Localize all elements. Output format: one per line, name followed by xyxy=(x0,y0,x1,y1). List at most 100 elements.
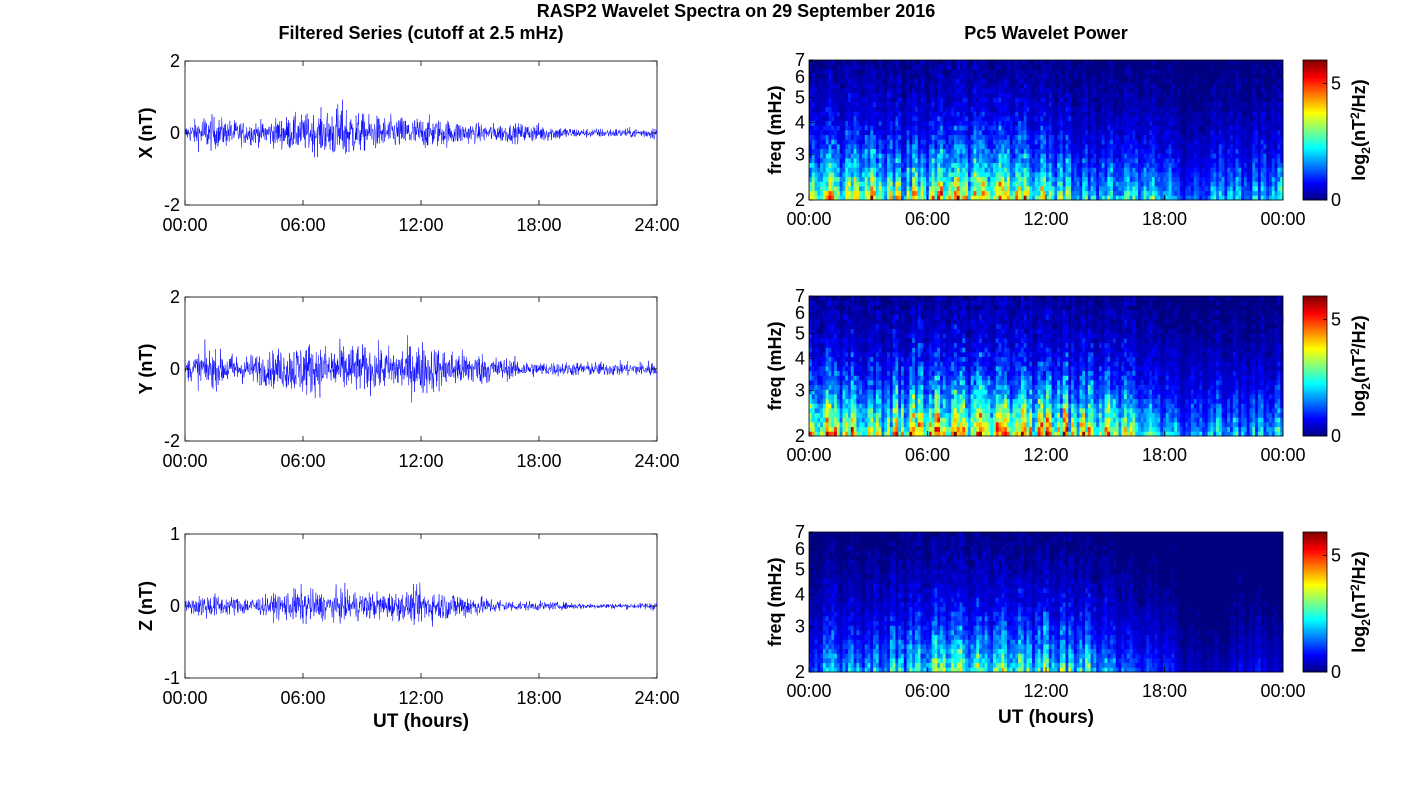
heatmap-cell xyxy=(1046,130,1050,136)
heatmap-cell xyxy=(953,97,958,103)
heatmap-cell xyxy=(920,186,924,192)
heatmap-cell xyxy=(1188,190,1192,196)
heatmap-cell xyxy=(848,361,852,367)
heatmap-cell xyxy=(1235,69,1239,75)
heatmap-cell xyxy=(850,120,855,126)
heatmap-cell xyxy=(1185,88,1189,94)
heatmap-cell xyxy=(1048,64,1052,70)
heatmap-cell xyxy=(884,158,888,164)
heatmap-cell xyxy=(817,347,821,353)
heatmap-cell xyxy=(948,130,952,136)
heatmap-cell xyxy=(931,78,935,84)
heatmap-cell xyxy=(881,134,885,140)
heatmap-cell xyxy=(1269,181,1273,187)
heatmap-cell xyxy=(1241,190,1245,196)
heatmap-cell xyxy=(1048,134,1052,140)
y-axis-label: Z (nT) xyxy=(136,581,156,631)
heatmap-cell xyxy=(923,139,927,145)
heatmap-cell xyxy=(1098,88,1103,94)
heatmap-cell xyxy=(820,375,824,381)
heatmap-cell xyxy=(1243,186,1248,192)
heatmap-cell xyxy=(1020,120,1025,126)
heatmap-cell xyxy=(1062,111,1066,117)
heatmap-cell xyxy=(831,366,835,372)
heatmap-cell xyxy=(1118,148,1122,154)
heatmap-cell xyxy=(1029,106,1033,112)
heatmap-cell xyxy=(892,78,896,84)
heatmap-cell xyxy=(1138,190,1142,196)
heatmap-cell xyxy=(1249,134,1253,140)
heatmap-cell xyxy=(920,111,924,117)
heatmap-cell xyxy=(962,139,966,145)
heatmap-cell xyxy=(984,60,988,66)
heatmap-cell xyxy=(1243,195,1248,201)
heatmap-cell xyxy=(942,92,947,98)
heatmap-cell xyxy=(942,134,947,140)
heatmap-cell xyxy=(1096,162,1100,168)
heatmap-cell xyxy=(912,92,916,98)
heatmap-cell xyxy=(889,167,894,173)
heatmap-cell xyxy=(951,148,955,154)
heatmap-cell xyxy=(1015,172,1019,178)
heatmap-cell xyxy=(831,111,835,117)
heatmap-cell xyxy=(951,130,955,136)
heatmap-cell xyxy=(1154,144,1158,150)
heatmap-cell xyxy=(1057,97,1061,103)
heatmap-cell xyxy=(1238,139,1242,145)
heatmap-cell xyxy=(909,69,913,75)
heatmap-cell xyxy=(845,398,849,404)
right-x-axis-label: UT (hours) xyxy=(998,707,1094,728)
heatmap-cell xyxy=(856,158,860,164)
heatmap-cell xyxy=(1107,162,1111,168)
heatmap-cell xyxy=(839,158,843,164)
heatmap-cell xyxy=(1249,186,1253,192)
heatmap-cell xyxy=(948,190,952,196)
heatmap-cell xyxy=(1221,186,1225,192)
heatmap-cell xyxy=(1269,92,1273,98)
heatmap-cell xyxy=(906,130,910,136)
heatmap-cell xyxy=(1015,92,1019,98)
heatmap-cell xyxy=(1054,176,1058,182)
heatmap-cell xyxy=(817,111,821,117)
heatmap-cell xyxy=(836,162,841,168)
heatmap-cell xyxy=(965,167,969,173)
heatmap-cell xyxy=(1096,125,1100,131)
heatmap-cell xyxy=(873,116,877,122)
heatmap-cell xyxy=(1090,130,1094,136)
heatmap-cell xyxy=(917,64,921,70)
heatmap-cell xyxy=(1098,139,1103,145)
heatmap-cell xyxy=(870,125,874,131)
heatmap-cell xyxy=(1213,181,1217,187)
heatmap-cell xyxy=(884,190,888,196)
heatmap-cell xyxy=(1090,102,1094,108)
heatmap-cell xyxy=(931,97,935,103)
heatmap-cell xyxy=(1085,167,1089,173)
colorbar-segment xyxy=(1303,195,1327,199)
heatmap-cell xyxy=(1012,158,1016,164)
heatmap-cell xyxy=(887,148,891,154)
heatmap-cell xyxy=(1135,158,1139,164)
heatmap-cell xyxy=(1001,64,1005,70)
heatmap-cell xyxy=(1174,111,1178,117)
heatmap-cell xyxy=(1071,120,1075,126)
heatmap-cell xyxy=(1118,120,1122,126)
heatmap-cell xyxy=(1255,78,1259,84)
heatmap-cell xyxy=(1252,195,1256,201)
heatmap-cell xyxy=(817,384,821,390)
heatmap-cell xyxy=(861,106,866,112)
heatmap-cell xyxy=(979,176,983,182)
heatmap-cell xyxy=(1157,139,1161,145)
heatmap-cell xyxy=(1165,120,1170,126)
heatmap-cell xyxy=(820,190,824,196)
heatmap-cell xyxy=(1020,111,1025,117)
heatmap-cell xyxy=(836,412,841,418)
heatmap-cell xyxy=(881,167,885,173)
heatmap-cell xyxy=(1160,176,1164,182)
heatmap-cell xyxy=(1249,130,1253,136)
heatmap-cell xyxy=(1034,74,1039,80)
heatmap-cell xyxy=(965,64,969,70)
heatmap-cell xyxy=(1006,78,1011,84)
heatmap-cell xyxy=(1151,148,1156,154)
colorbar-segment xyxy=(1303,62,1327,66)
